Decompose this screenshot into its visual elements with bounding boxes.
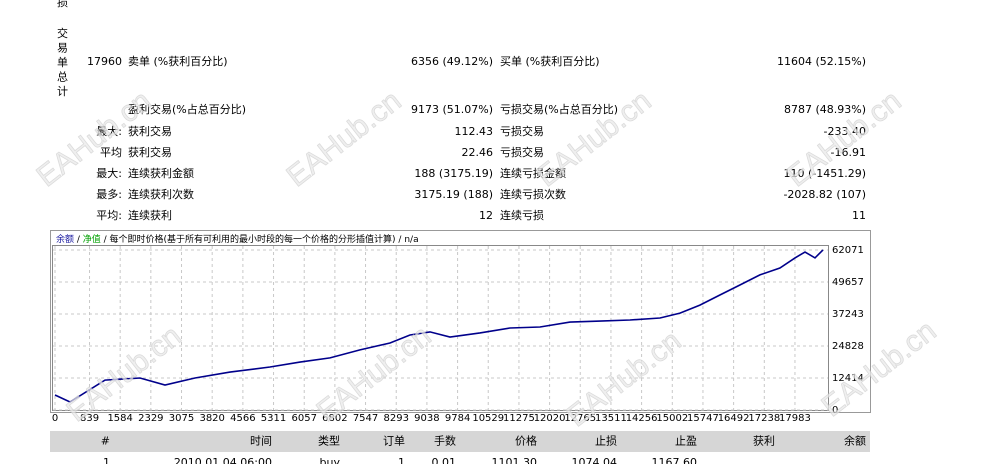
table-header-cell: 手数 [434,434,456,448]
table-cell: 1 [103,456,110,464]
chart-header: 余额 / 净值 / 每个即时价格(基于所有可利用的最小时段的每一个价格的分形插值… [56,233,419,245]
table-cell: 1101.30 [492,456,538,464]
table-header-cell: 类型 [318,434,340,448]
table-header-cell: 获利 [753,435,775,448]
stat-value: 110 (-1451.29) [783,167,866,180]
x-tick-label: 1584 [107,413,132,424]
header-item: 净值 [83,233,104,245]
table-header-cell: 止盈 [675,435,697,448]
stat-name: 连续亏损次数 [500,187,566,201]
stat-name: 连续亏损金额 [500,166,566,180]
table-cell: 1074.04 [572,456,618,464]
y-tick-label: 37243 [832,309,864,320]
x-tick-label: 0 [52,413,58,424]
table-cell: 0.01 [432,456,457,464]
x-tick-label: 15747 [687,413,719,424]
stat-name: 亏损交易 [500,124,544,138]
stat-name: 卖单 (%获利百分比) [128,55,228,68]
x-tick-label: 13511 [595,413,627,424]
stat-value: 12 [479,209,493,222]
x-tick-label: 9038 [414,413,439,424]
table-header-cell: # [101,435,110,448]
stat-value: 112.43 [455,125,494,138]
x-tick-label: 14256 [626,413,658,424]
stat-name: 获利交易 [128,145,172,159]
watermark: EAHub.cn [531,84,658,193]
x-tick-label: 6057 [292,413,317,424]
x-tick-label: 2329 [138,413,163,424]
plot-area [52,245,829,411]
x-tick-label: 17238 [748,413,780,424]
stat-value: 6356 (49.12%) [411,55,493,68]
stat-name: 获利交易 [128,124,172,138]
x-tick-label: 16492 [718,413,750,424]
stat-name: 亏损交易 [500,145,544,159]
stat-label: 17960 [87,55,122,68]
stat-value: -16.91 [831,146,866,159]
table-header-cell: 订单 [383,435,405,448]
table-header-cell: 余额 [844,434,866,448]
stat-value: 11604 (52.15%) [777,55,866,68]
x-tick-label: 839 [80,413,99,424]
x-tick-label: 7547 [353,413,378,424]
stat-name: 连续获利金额 [128,166,194,180]
x-tick-label: 6802 [322,413,347,424]
stat-name: 连续亏损 [500,208,544,222]
table-cell: 2010.01.04 06:00 [174,456,272,464]
x-tick-label: 15002 [656,413,688,424]
table-cell: 1 [398,456,405,464]
table-cell: buy [320,456,341,464]
table-cell: 1167.60 [652,456,698,464]
y-tick-label: 49657 [832,277,864,288]
x-tick-label: 9784 [445,413,470,424]
stat-name: 亏损交易(%占总百分比) [500,102,618,116]
x-tick-label: 12765 [564,413,596,424]
stat-label: 平均 [100,146,122,159]
stat-name: 连续获利 [128,208,172,222]
stat-value: 188 (3175.19) [414,167,493,180]
stat-value: 8787 (48.93%) [784,103,866,116]
table-header-cell: 时间 [250,435,272,448]
y-tick-label: 12414 [832,373,864,384]
balance-line [54,249,824,403]
x-tick-label: 3075 [169,413,194,424]
stat-label: 最多: [96,187,122,201]
x-tick-label: 4566 [230,413,255,424]
stat-name: 连续获利次数 [128,187,194,201]
stat-value: -233.40 [824,125,866,138]
y-tick-label: 24828 [832,341,864,352]
stat-value: 22.46 [462,146,494,159]
stat-value: -2028.82 (107) [783,188,866,201]
stat-label: 最大: [96,166,122,180]
table-header-cell: 止损 [595,434,617,448]
table-header-cell: 价格 [515,434,537,448]
x-tick-label: 3820 [199,413,224,424]
stat-name: 买单 (%获利百分比) [500,55,600,68]
x-tick-label: 5311 [261,413,286,424]
cut-label: 损 [57,0,68,9]
stat-label: 最大: [96,124,122,138]
header-item: 余额 [56,233,77,245]
stat-label: 平均: [96,209,122,222]
stat-value: 11 [852,209,866,222]
chart-frame [50,230,871,413]
stat-value: 9173 (51.07%) [411,103,493,116]
x-tick-label: 12020 [534,413,566,424]
x-tick-label: 8293 [384,413,409,424]
header-item: / 每个即时价格(基于所有可利用的最小时段的每一个价格的分形插值计算) / n/… [104,233,419,245]
y-tick-label: 62071 [832,245,864,256]
watermark: EAHub.cn [281,84,408,193]
y-tick-label: 0 [832,405,838,416]
header-item: / [77,235,83,245]
vertical-label: 交易单总计 [57,26,68,98]
stat-value: 3175.19 (188) [414,188,493,201]
x-tick-label: 11275 [503,413,535,424]
x-tick-label: 10529 [472,413,504,424]
table-header-bg [50,431,870,452]
stat-name: 盈利交易(%占总百分比) [128,102,246,116]
x-tick-label: 17983 [779,413,811,424]
